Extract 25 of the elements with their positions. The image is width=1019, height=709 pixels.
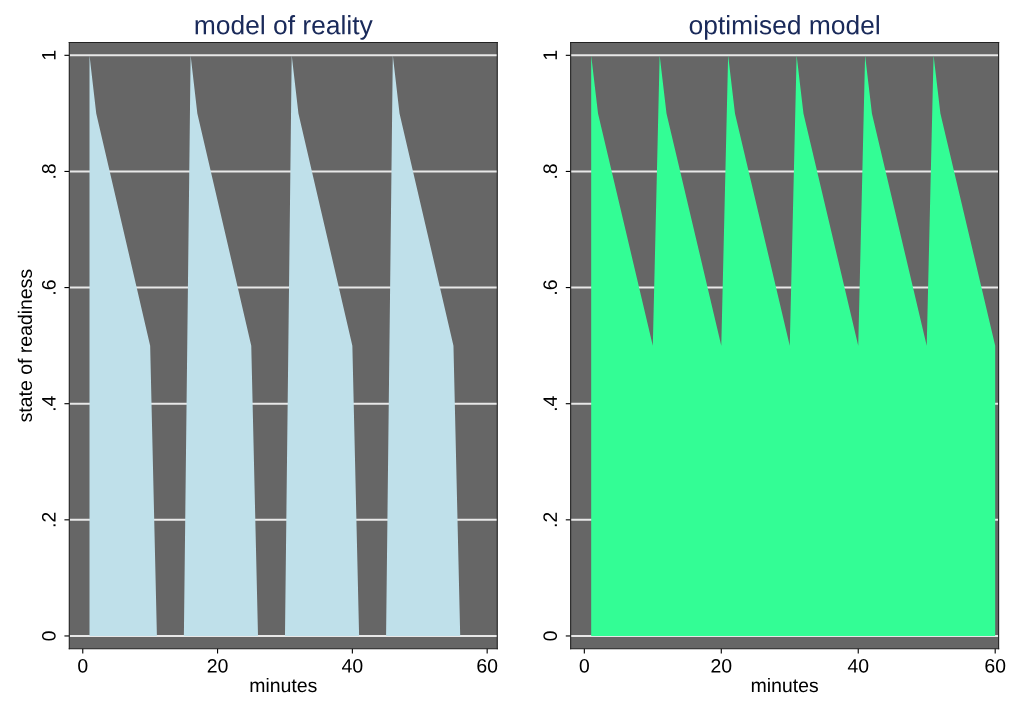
x-tick-label: 60 [985, 658, 1006, 673]
x-tick-label: 20 [207, 658, 228, 673]
x-tick-label: 40 [342, 658, 363, 673]
y-tick-label: .8 [543, 164, 558, 178]
x-tick-label: 40 [847, 658, 869, 673]
y-tick-label: .8 [41, 164, 56, 178]
y-tick-label: .4 [42, 396, 56, 411]
x-tick-label: 0 [78, 658, 88, 673]
y-tick-label: 0 [543, 631, 558, 641]
x-axis-title: minutes [751, 677, 818, 693]
y-tick-label: .2 [543, 512, 557, 527]
y-tick-label: .2 [41, 512, 56, 527]
y-tick-label: .6 [543, 280, 558, 294]
x-tick-label: 20 [711, 658, 732, 673]
chart-title: optimised model [689, 15, 879, 40]
y-axis-title: state of readiness [17, 269, 33, 422]
y-tick-label: 1 [543, 50, 557, 60]
y-tick-label: 1 [42, 50, 56, 60]
y-tick-label: .4 [543, 396, 557, 411]
chart-title: model of reality [195, 15, 373, 40]
x-tick-label: 60 [477, 658, 498, 673]
y-tick-label: .6 [41, 280, 56, 294]
x-axis-title: minutes [250, 677, 317, 693]
y-tick-label: 0 [41, 631, 56, 641]
x-tick-label: 0 [579, 658, 589, 673]
